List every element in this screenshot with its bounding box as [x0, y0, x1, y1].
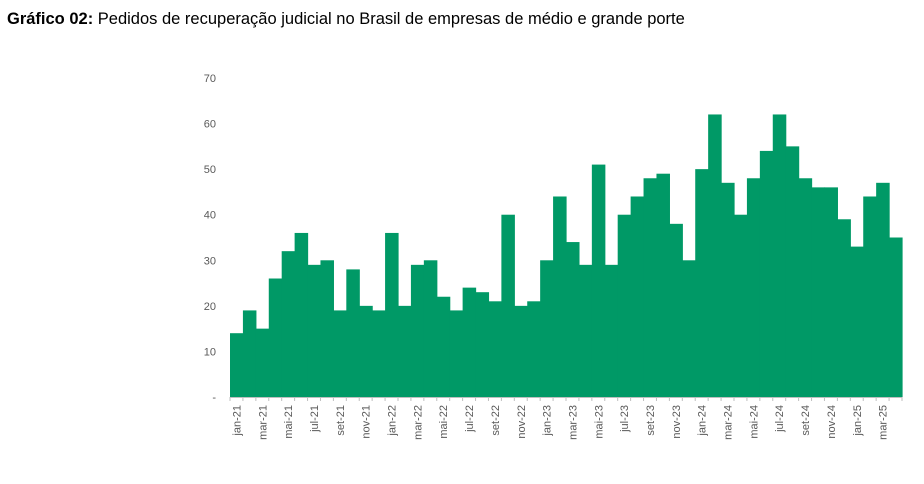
x-tick-label: mar-21: [257, 405, 269, 440]
area-bar-jan-25: [850, 246, 864, 397]
area-bar-fev-24: [708, 114, 722, 398]
area-bar-nov-22: [514, 305, 528, 397]
x-tick-label: set-24: [800, 405, 812, 436]
area-bar-nov-24: [824, 187, 838, 397]
y-tick-label: -: [212, 392, 216, 404]
y-tick-label: 20: [204, 301, 216, 313]
area-bar-fev-21: [242, 310, 257, 397]
area-bar-ago-21: [320, 260, 334, 397]
area-bar-abr-24: [734, 214, 748, 397]
x-tick-label: nov-21: [361, 405, 373, 439]
x-tick-label: nov-23: [671, 405, 683, 439]
area-bar-ago-24: [785, 146, 800, 397]
area-bar-dez-23: [682, 260, 696, 397]
x-tick-label: mar-25: [878, 405, 890, 440]
y-tick-label: 40: [204, 210, 216, 222]
area-bar-mar-23: [566, 242, 580, 397]
area-bar-set-23: [643, 178, 658, 397]
area-bar-mai-22: [436, 296, 451, 397]
x-tick-label: jul-21: [309, 405, 321, 433]
y-tick-label: 70: [204, 73, 216, 85]
area-bar-jun-22: [449, 310, 464, 397]
area-bar-jul-24: [772, 114, 787, 398]
area-bar-jun-23: [604, 264, 619, 397]
area-bar-jan-23: [540, 260, 554, 397]
area-bar-jan-21: [230, 333, 244, 397]
area-bar-nov-21: [359, 305, 373, 397]
chart-title-text: Pedidos de recuperação judicial no Brasi…: [93, 10, 685, 28]
x-tick-label: mar-22: [412, 405, 424, 440]
area-bar-mar-22: [410, 264, 425, 397]
area-bar-fev-22: [398, 305, 412, 397]
area-bar-fev-25: [863, 196, 877, 397]
x-tick-label: jan-21: [231, 405, 243, 437]
area-bar-set-24: [798, 178, 813, 397]
area-bar-abr-21: [268, 278, 283, 397]
area-bar-fev-23: [553, 196, 567, 397]
x-tick-label: jul-24: [774, 405, 786, 433]
area-bar-jun-24: [759, 150, 774, 397]
y-tick-label: 10: [204, 346, 216, 358]
area-bar-jul-22: [462, 287, 477, 397]
area-bar-set-21: [333, 310, 347, 397]
area-bar-abr-23: [578, 264, 593, 397]
area-bar-out-24: [811, 187, 826, 397]
area-bar-mar-24: [721, 182, 735, 397]
x-tick-label: nov-24: [826, 405, 838, 439]
x-tick-label: mar-23: [567, 405, 579, 440]
area-bar-mai-24: [746, 178, 761, 397]
area-bar-out-23: [656, 173, 670, 397]
area-bar-ago-22: [475, 292, 490, 397]
x-tick-label: mar-24: [723, 405, 735, 440]
x-tick-label: mai-24: [748, 405, 760, 439]
chart-title: Gráfico 02: Pedidos de recuperação judic…: [7, 10, 685, 29]
y-tick-label: 30: [204, 255, 216, 267]
area-bar-mar-21: [255, 328, 270, 397]
area-bar-jul-21: [307, 264, 322, 397]
area-bar-jan-24: [695, 169, 709, 397]
x-tick-label: jul-23: [619, 405, 631, 433]
area-bar-mai-21: [281, 251, 296, 397]
x-tick-label: jan-22: [387, 405, 399, 437]
x-tick-label: mai-22: [438, 405, 450, 439]
area-bar-dez-21: [372, 310, 386, 397]
area-bar-out-21: [346, 269, 360, 397]
x-tick-label: mai-23: [593, 405, 605, 439]
x-tick-label: jan-25: [852, 405, 864, 437]
x-tick-label: jan-23: [542, 405, 554, 437]
area-bar-ago-23: [630, 196, 645, 397]
x-tick-label: set-21: [335, 405, 347, 436]
area-bar-dez-22: [527, 301, 541, 397]
x-tick-label: set-22: [490, 405, 502, 436]
area-bar-out-22: [501, 214, 515, 397]
area-bar-jun-21: [294, 232, 309, 397]
area-bar-abr-25: [889, 237, 903, 397]
area-bar-mai-23: [591, 164, 606, 397]
area-bar-jan-22: [385, 232, 399, 397]
y-tick-label: 50: [204, 164, 216, 176]
area-bar-abr-22: [423, 260, 438, 397]
y-tick-label: 60: [204, 119, 216, 131]
area-bar-jul-23: [617, 214, 632, 397]
chart-title-prefix: Gráfico 02:: [7, 10, 94, 28]
area-bar-mar-25: [876, 182, 890, 397]
area-bar-set-22: [488, 301, 502, 397]
x-tick-label: mai-21: [283, 405, 295, 439]
x-tick-label: jul-22: [464, 405, 476, 433]
x-tick-label: jan-24: [697, 405, 709, 437]
x-tick-label: set-23: [645, 405, 657, 436]
x-tick-label: nov-22: [516, 405, 528, 439]
area-bar-nov-23: [669, 223, 683, 397]
area-bar-dez-24: [837, 219, 851, 397]
